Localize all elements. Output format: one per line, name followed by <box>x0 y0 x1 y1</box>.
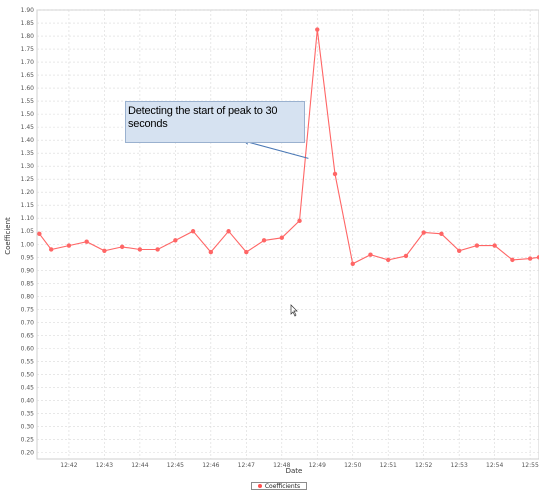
data-point <box>315 27 320 32</box>
data-point <box>536 255 539 260</box>
data-point <box>492 243 497 248</box>
x-tick-label: 12:55 <box>521 462 538 469</box>
x-tick-label: 12:45 <box>167 462 184 469</box>
y-tick-label: 1.20 <box>21 189 35 196</box>
data-point <box>403 253 409 259</box>
y-tick-label: 0.40 <box>21 397 35 404</box>
y-tick-label: 1.80 <box>21 33 35 40</box>
y-tick-label: 0.60 <box>21 345 35 352</box>
y-tick-label: 1.55 <box>21 98 35 105</box>
y-tick-label: 1.35 <box>21 150 35 157</box>
chart-legend: Coefficients <box>251 482 307 490</box>
grid-lines <box>37 9 539 459</box>
y-tick-label: 0.50 <box>21 371 35 378</box>
y-tick-label: 0.55 <box>21 358 35 365</box>
data-point <box>279 235 284 240</box>
data-point <box>155 247 160 252</box>
y-tick-label: 1.65 <box>21 72 35 79</box>
x-axis-title: Date <box>286 467 303 475</box>
data-point <box>421 230 426 235</box>
y-tick-label: 1.85 <box>21 20 35 27</box>
legend-marker <box>257 484 262 488</box>
series-layer <box>37 27 539 266</box>
annotation-text: Detecting the start of peak to 30 second… <box>128 105 278 130</box>
y-tick-label: 0.35 <box>21 410 35 417</box>
data-point <box>332 171 338 177</box>
y-tick-label: 0.30 <box>21 423 35 430</box>
legend-label: Coefficients <box>264 482 301 490</box>
data-point <box>48 247 54 252</box>
y-axis-title: Coefficient <box>4 217 12 255</box>
data-point <box>456 248 462 253</box>
y-tick-label: 0.85 <box>21 280 35 287</box>
x-tick-label: 12:44 <box>131 462 148 469</box>
y-tick-label: 1.15 <box>21 202 35 209</box>
data-point <box>208 249 214 255</box>
data-point <box>527 256 533 261</box>
y-tick-label: 1.30 <box>21 163 35 170</box>
chart-annotation: Detecting the start of peak to 30 second… <box>125 101 305 143</box>
y-tick-label: 0.25 <box>21 436 35 443</box>
x-tick-labels: 12:42 12:43 12:44 12:45 12:46 12:47 12:48 12:49… <box>60 462 539 469</box>
data-point <box>37 231 42 237</box>
y-tick-label: 0.45 <box>21 384 35 391</box>
data-point <box>261 238 267 243</box>
data-point <box>66 243 72 248</box>
y-tick-label: 1.10 <box>21 215 35 222</box>
y-tick-label: 1.05 <box>21 228 35 235</box>
x-tick-label: 12:53 <box>451 462 468 469</box>
y-tick-label: 0.65 <box>21 332 35 339</box>
y-tick-label: 0.20 <box>21 449 35 456</box>
y-tick-label: 0.70 <box>21 319 35 326</box>
x-tick-label: 12:51 <box>380 462 397 469</box>
x-tick-label: 12:46 <box>202 462 219 469</box>
x-tick-label: 12:52 <box>415 462 432 469</box>
x-tick-label: 12:54 <box>486 462 503 469</box>
data-point <box>297 218 302 224</box>
data-point <box>386 257 391 263</box>
data-point <box>173 238 178 243</box>
data-point <box>137 247 143 252</box>
y-tick-label: 1.45 <box>21 124 35 131</box>
data-point <box>368 252 373 257</box>
data-point <box>84 239 89 244</box>
data-point <box>510 257 515 263</box>
y-tick-label: 0.95 <box>21 254 35 261</box>
data-point <box>474 243 480 248</box>
data-point <box>119 244 125 250</box>
y-tick-label: 1.75 <box>21 46 35 53</box>
data-point <box>244 249 249 255</box>
x-tick-label: 12:49 <box>309 462 326 469</box>
data-point <box>102 248 107 253</box>
x-tick-label: 12:43 <box>96 462 113 469</box>
x-tick-label: 12:50 <box>344 462 361 469</box>
plot-area <box>36 9 539 460</box>
x-tick-label: 12:42 <box>60 462 77 469</box>
x-tick-label: 12:47 <box>238 462 255 469</box>
data-point <box>350 261 355 266</box>
y-tick-label: 0.80 <box>21 293 35 300</box>
data-point <box>226 229 231 234</box>
y-tick-label: 1.25 <box>21 176 35 183</box>
y-tick-label: 0.90 <box>21 267 35 274</box>
y-tick-label: 0.75 <box>21 306 35 313</box>
y-tick-labels: 0.20 0.25 0.30 0.35 0.40 0.45 0.50 0.55 0.60 0.65… <box>21 7 35 456</box>
y-tick-label: 1.70 <box>21 59 35 66</box>
x-tick-label: 12:48 <box>273 462 290 469</box>
annotation-arrow-line <box>243 140 309 159</box>
y-tick-label: 1.50 <box>21 111 35 118</box>
y-tick-label: 1.00 <box>21 241 35 248</box>
data-point <box>190 229 196 234</box>
series-line <box>38 29 539 265</box>
y-tick-label: 1.40 <box>21 137 35 144</box>
y-tick-label: 1.60 <box>21 85 35 92</box>
data-point <box>439 231 444 237</box>
mouse-cursor-icon <box>290 304 298 317</box>
y-tick-label: 1.90 <box>21 7 35 14</box>
